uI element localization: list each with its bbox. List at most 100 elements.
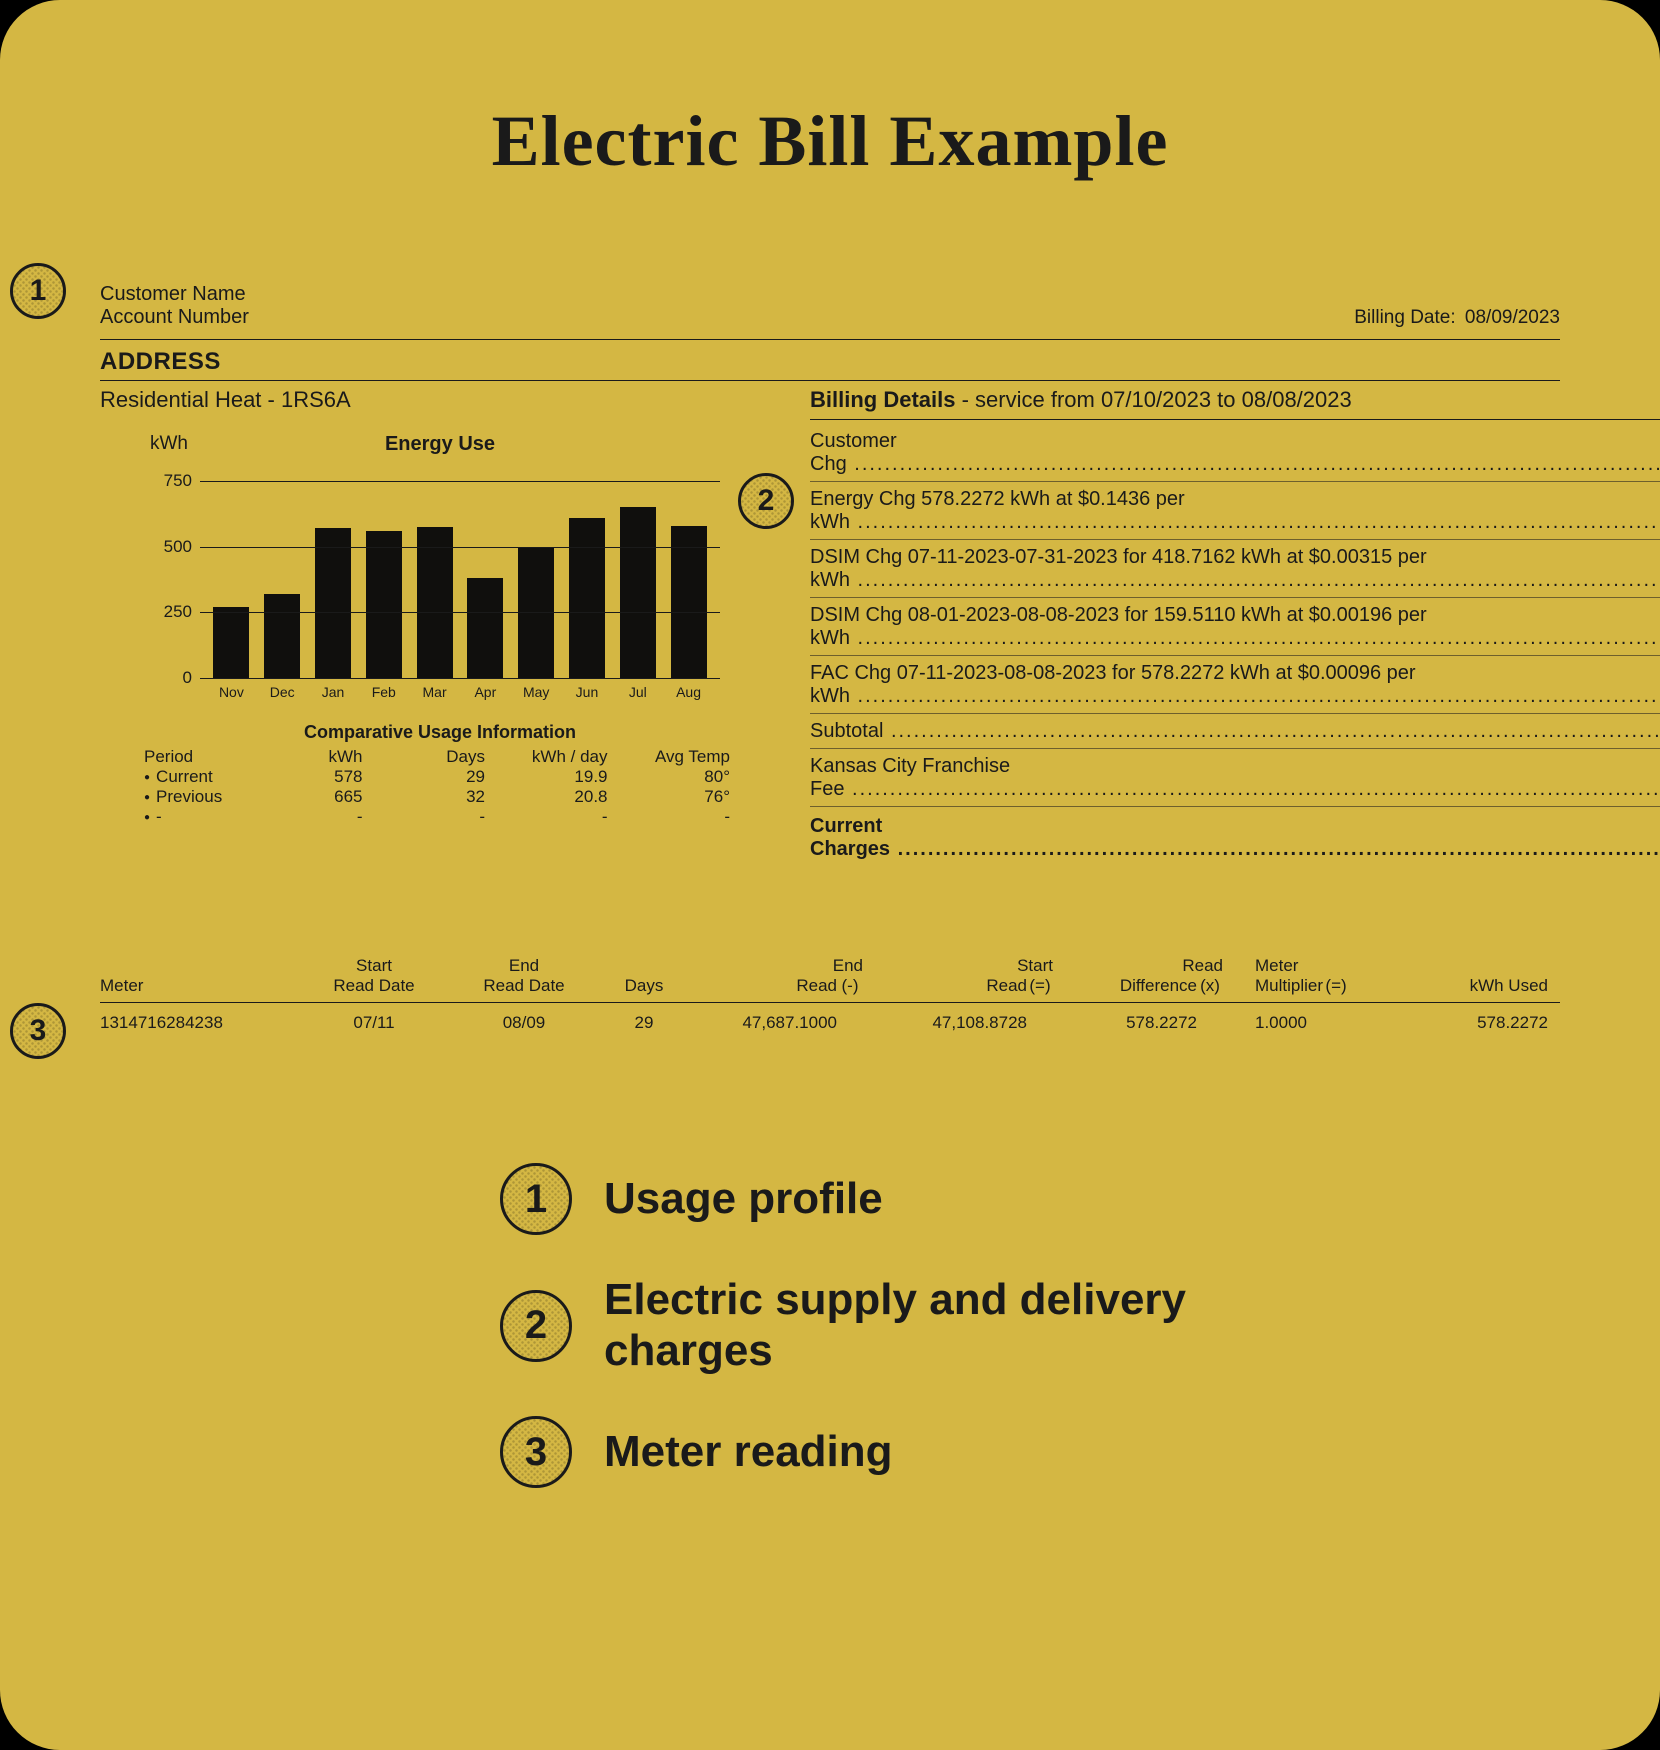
col-read-diff: Read Difference(x): [1065, 956, 1235, 996]
meter-header-row: Meter Start Read Date End Read Date Days…: [100, 956, 1560, 1003]
cell-kwhday: 20.8: [505, 787, 628, 807]
chart-bars: [200, 468, 720, 678]
table-row: ●-----: [130, 807, 750, 827]
bill-header: Customer Name Account Number Billing Dat…: [100, 283, 1560, 329]
cell-avgtemp: 80°: [628, 767, 751, 787]
billing-line-label: Subtotal: [810, 720, 1660, 743]
col-period: Period: [130, 747, 260, 767]
col-avgtemp: Avg Temp: [628, 747, 751, 767]
billing-line: Energy Chg 578.2272 kWh at $0.1436 per k…: [810, 482, 1660, 540]
rate-plan: Residential Heat - 1RS6A: [100, 387, 780, 413]
billing-line-label: FAC Chg 07-11-2023-08-08-2023 for 578.22…: [810, 662, 1660, 708]
billing-line-label: DSIM Chg 08-01-2023-08-08-2023 for 159.5…: [810, 604, 1660, 650]
billing-details-range: - service from 07/10/2023 to 08/08/2023: [955, 387, 1351, 412]
col-start-read: Start Read(=): [875, 956, 1065, 996]
account-number-label: Account Number: [100, 306, 249, 329]
billing-line: Kansas City Franchise Fee$6.21: [810, 749, 1660, 807]
chart-bar: [417, 527, 453, 678]
chart-y-tick: 750: [152, 471, 192, 491]
meter-table: Meter Start Read Date End Read Date Days…: [100, 956, 1560, 1033]
col-kwh-used: kWh Used: [1395, 976, 1560, 996]
customer-name-label: Customer Name: [100, 283, 249, 306]
chart-x-label: Jan: [315, 684, 351, 700]
cell-days: 29: [383, 767, 506, 787]
legend-item: 2 Electric supply and delivery charges: [500, 1275, 1560, 1376]
annotation-badge-2: 2: [738, 473, 794, 529]
two-column-area: Residential Heat - 1RS6A kWh Energy Use …: [100, 387, 1560, 866]
chart-bar: [620, 507, 656, 678]
chart-gridline: [200, 678, 720, 679]
address-heading: ADDRESS: [100, 348, 1560, 376]
chart-x-label: Feb: [366, 684, 402, 700]
col-meter: Meter: [100, 976, 305, 996]
chart-y-tick: 0: [152, 668, 192, 688]
legend-text: Meter reading: [604, 1427, 893, 1478]
cell-kwh: -: [260, 807, 383, 827]
cell-kwh: 665: [260, 787, 383, 807]
chart-y-unit: kWh: [150, 433, 188, 455]
chart-bar: [569, 518, 605, 678]
legend-item: 3 Meter reading: [500, 1416, 1560, 1488]
billing-details-title: Billing Details: [810, 387, 955, 412]
meter-end-read: 47,687.1000: [695, 1013, 875, 1033]
chart-x-label: Jul: [620, 684, 656, 700]
cell-avgtemp: 76°: [628, 787, 751, 807]
col-multiplier: Meter Multiplier(=): [1235, 956, 1395, 996]
chart-x-label: Apr: [467, 684, 503, 700]
chart-bar: [671, 526, 707, 678]
comparative-table: Period kWh Days kWh / day Avg Temp ●Curr…: [130, 747, 750, 827]
bill-body: 1 2 3 Customer Name Account Number Billi…: [100, 283, 1560, 1488]
chart-title: Energy Use: [100, 433, 780, 456]
col-days: Days: [605, 976, 695, 996]
billing-line-label: DSIM Chg 07-11-2023-07-31-2023 for 418.7…: [810, 546, 1660, 592]
cell-period: ●Previous: [130, 787, 260, 807]
billing-details-header: Billing Details - service from 07/10/202…: [810, 387, 1660, 420]
billing-line: Customer Chg$12.00: [810, 424, 1660, 482]
billing-date-label: Billing Date:: [1354, 307, 1455, 328]
col-end-read: End Read(-): [695, 956, 875, 996]
comparative-title: Comparative Usage Information: [100, 722, 780, 743]
col-kwh: kWh: [260, 747, 383, 767]
cell-period: ●Current: [130, 767, 260, 787]
divider: [100, 380, 1560, 381]
billing-line: Subtotal$97.22: [810, 714, 1660, 749]
chart-bar: [264, 594, 300, 678]
chart-x-label: Jun: [569, 684, 605, 700]
meter-start-read: 47,108.8728: [875, 1013, 1065, 1033]
cell-period: ●-: [130, 807, 260, 827]
legend-badge: 3: [500, 1416, 572, 1488]
page-title: Electric Bill Example: [100, 100, 1560, 183]
cell-avgtemp: -: [628, 807, 751, 827]
meter-data-row: 1314716284238 07/11 08/09 29 47,687.1000…: [100, 1003, 1560, 1033]
divider: [100, 339, 1560, 340]
meter-number: 1314716284238: [100, 1013, 305, 1033]
billing-line-label: Kansas City Franchise Fee: [810, 755, 1660, 801]
billing-date-block: Billing Date: 08/09/2023: [1354, 307, 1560, 329]
chart-x-label: Mar: [417, 684, 453, 700]
meter-kwh-used: 578.2272: [1395, 1013, 1560, 1033]
billing-line: FAC Chg 07-11-2023-08-08-2023 for 578.22…: [810, 656, 1660, 714]
cell-days: 32: [383, 787, 506, 807]
legend-text: Usage profile: [604, 1174, 883, 1225]
col-days: Days: [383, 747, 506, 767]
chart-bar: [366, 531, 402, 678]
legend-badge: 2: [500, 1290, 572, 1362]
energy-use-chart: kWh Energy Use 0250500750 NovDecJanFebMa…: [100, 433, 780, 700]
meter-multiplier: 1.0000: [1235, 1013, 1395, 1033]
billing-details-column: Billing Details - service from 07/10/202…: [810, 387, 1660, 866]
chart-bar: [467, 578, 503, 678]
table-row: ●Previous6653220.876°: [130, 787, 750, 807]
chart-gridline: [200, 547, 720, 548]
cell-kwhday: -: [505, 807, 628, 827]
bill-card: Electric Bill Example 1 2 3 Customer Nam…: [0, 0, 1660, 1750]
cell-days: -: [383, 807, 506, 827]
billing-line: DSIM Chg 08-01-2023-08-08-2023 for 159.5…: [810, 598, 1660, 656]
chart-x-label: Aug: [671, 684, 707, 700]
chart-x-label: Nov: [213, 684, 249, 700]
usage-column: Residential Heat - 1RS6A kWh Energy Use …: [100, 387, 780, 866]
chart-bar: [213, 607, 249, 678]
chart-y-tick: 250: [152, 602, 192, 622]
billing-total-label: Current Charges: [810, 815, 1660, 861]
legend-text: Electric supply and delivery charges: [604, 1275, 1284, 1376]
billing-line: DSIM Chg 07-11-2023-07-31-2023 for 418.7…: [810, 540, 1660, 598]
